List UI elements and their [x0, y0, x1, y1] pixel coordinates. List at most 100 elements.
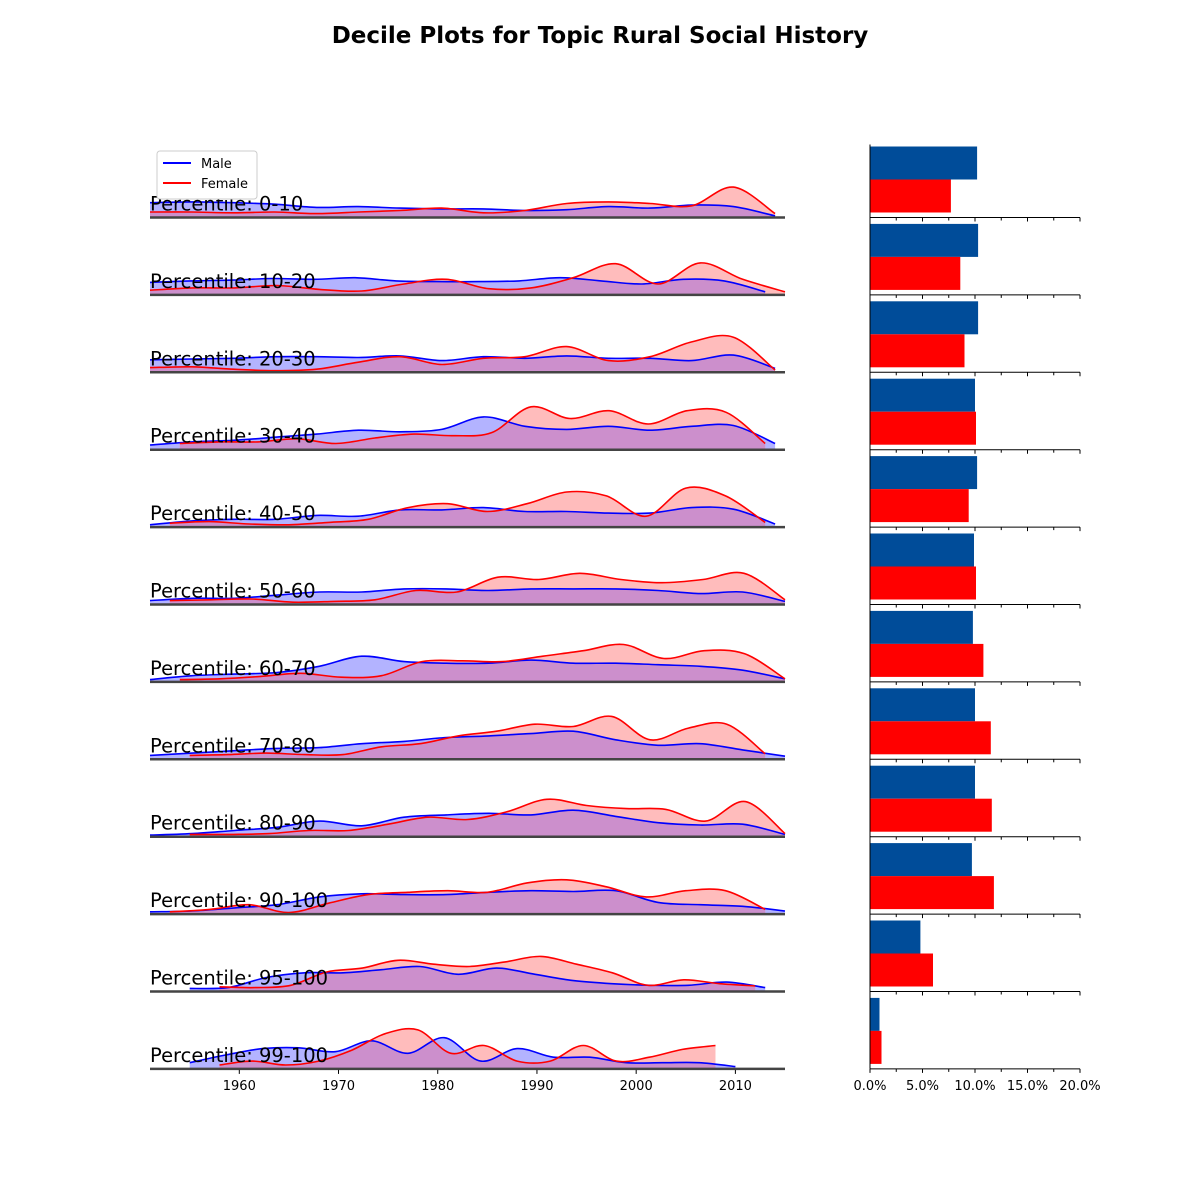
ridge-row: Percentile: 40-50: [149, 486, 785, 529]
row-label: Percentile: 70-80: [150, 734, 316, 757]
female-bar: [870, 179, 951, 213]
row-label: Percentile: 90-100: [150, 889, 328, 912]
ridge-row: Percentile: 70-80: [149, 715, 786, 761]
bar-row: [869, 610, 1081, 686]
bar-row: [869, 378, 1081, 454]
female-bar: [870, 721, 991, 755]
year-tick-label: 2010: [719, 1079, 752, 1094]
male-bar: [870, 378, 975, 412]
percent-tick-label: 15.0%: [1007, 1079, 1048, 1094]
male-bar: [870, 997, 880, 1031]
male-bar: [870, 688, 975, 722]
male-bar: [870, 146, 978, 180]
male-bar: [870, 610, 973, 644]
female-bar: [870, 1030, 882, 1064]
bar-row: [869, 765, 1081, 841]
female-bar: [870, 953, 933, 987]
bar-row: [869, 920, 1081, 996]
bar-row: [869, 688, 1081, 764]
row-label: Percentile: 80-90: [150, 812, 316, 835]
female-bar: [870, 643, 984, 677]
percent-tick-label: 0.0%: [853, 1079, 886, 1094]
female-line: [149, 262, 786, 293]
male-bar: [870, 843, 972, 877]
ridge-row: Percentile: 30-40: [149, 405, 785, 451]
male-line: [189, 965, 766, 990]
row-label: Percentile: 60-70: [150, 657, 316, 680]
overlap-area: [169, 588, 785, 605]
overlap-area: [150, 354, 776, 373]
female-line: [219, 1027, 716, 1066]
male-line: [149, 889, 786, 913]
overlap-area: [189, 730, 766, 760]
male-bar: [870, 456, 978, 490]
male-line: [149, 809, 786, 836]
female-line: [149, 186, 776, 215]
ridge-row: Percentile: 10-20: [149, 262, 786, 297]
overlap-area: [169, 507, 766, 528]
ridge-row: Percentile: 50-60: [149, 571, 786, 606]
percent-tick-label: 5.0%: [906, 1079, 939, 1094]
chart-title: Decile Plots for Topic Rural Social Hist…: [332, 23, 869, 49]
overlap-area: [150, 277, 766, 295]
percentage-axis: 0.0% 5.0% 10.0% 15.0% 20.0%: [853, 1079, 1100, 1094]
bar-row: [869, 301, 1081, 377]
ridge-row: Percentile: 99-100: [150, 1027, 785, 1071]
female-line: [189, 715, 766, 757]
ridge-row: Percentile: 20-30: [149, 334, 785, 374]
overlap-area: [150, 201, 776, 218]
female-line: [189, 798, 786, 836]
bar-row: [869, 456, 1081, 532]
female-bar: [870, 876, 994, 910]
row-label: Percentile: 30-40: [150, 425, 316, 448]
legend-female-label: Female: [201, 177, 248, 192]
percent-tick-label: 20.0%: [1059, 1079, 1100, 1094]
female-line: [169, 486, 766, 526]
female-bar: [870, 798, 992, 832]
overlap-area: [219, 1037, 716, 1069]
legend: Male Female: [156, 150, 258, 200]
percent-tick-label: 10.0%: [954, 1079, 995, 1094]
male-bar: [870, 301, 979, 335]
bar-row: [869, 533, 1081, 609]
row-label: Percentile: 20-30: [150, 347, 316, 370]
legend-male-label: Male: [201, 157, 232, 172]
overlap-area: [169, 890, 766, 915]
year-tick-label: 1980: [421, 1079, 454, 1094]
female-bar: [870, 566, 976, 600]
male-bar: [870, 765, 975, 799]
female-line: [219, 955, 756, 989]
row-label: Percentile: 99-100: [150, 1044, 328, 1067]
row-label: Percentile: 40-50: [150, 502, 316, 525]
female-line: [179, 643, 786, 681]
female-bar: [870, 489, 969, 523]
male-line: [149, 655, 786, 681]
male-line: [149, 416, 776, 446]
male-line: [149, 587, 786, 603]
bar-row: [869, 997, 1081, 1073]
overlap-area: [189, 810, 785, 837]
year-tick-label: 1970: [322, 1079, 355, 1094]
female-line: [169, 571, 786, 604]
female-bar: [870, 256, 961, 290]
bar-row: [869, 146, 1081, 222]
row-label: Percentile: 95-100: [150, 967, 328, 990]
percentage-bars: [869, 144, 1081, 1073]
year-tick-label: 1990: [520, 1079, 553, 1094]
ridge-row: Percentile: 60-70: [149, 643, 786, 684]
year-tick-label: 2000: [620, 1079, 653, 1094]
bar-row: [869, 843, 1081, 919]
male-bar: [870, 533, 974, 567]
ridge-row: Percentile: 90-100: [149, 878, 786, 916]
male-bar: [870, 920, 921, 954]
male-line: [189, 1036, 736, 1068]
female-line: [149, 334, 776, 372]
year-axis: 1960 1970 1980 1990 2000 2010: [223, 1069, 752, 1094]
row-label: Percentile: 10-20: [150, 270, 316, 293]
ridge-row: Percentile: 80-90: [149, 798, 786, 838]
male-line: [149, 354, 776, 370]
female-bar: [870, 334, 965, 368]
bar-row: [869, 223, 1081, 299]
